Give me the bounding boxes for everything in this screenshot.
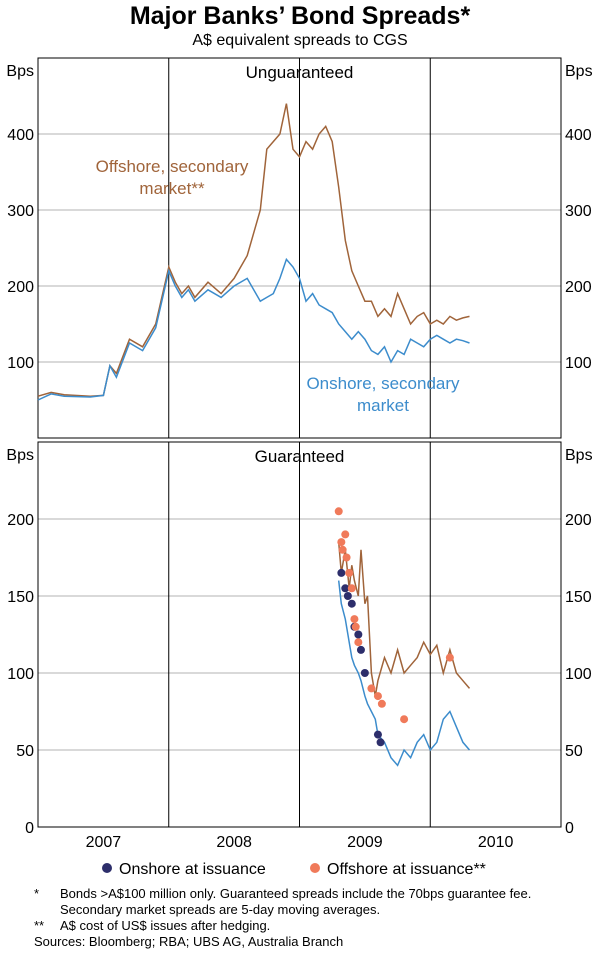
offshore-secondary-line-guaranteed bbox=[337, 542, 471, 697]
onshore-series-label: market bbox=[357, 396, 409, 415]
onshore-series-label: Onshore, secondary bbox=[306, 374, 460, 393]
guaranteed-ylabel-left: Bps bbox=[6, 447, 34, 464]
offshore-series-label: Offshore, secondary bbox=[96, 157, 249, 176]
guaranteed-frame bbox=[37, 441, 562, 828]
legend-onshore-dot bbox=[102, 863, 112, 873]
sources: Sources: Bloomberg; RBA; UBS AG, Austral… bbox=[34, 934, 344, 949]
unguaranteed-frame bbox=[37, 57, 562, 439]
legend-offshore-label: Offshore at issuance** bbox=[327, 861, 486, 878]
guaranteed-ylabel-right: Bps bbox=[565, 447, 593, 464]
onshore-issuance-dot bbox=[360, 669, 369, 677]
offshore-issuance-dot bbox=[338, 545, 347, 554]
x-tick-label: 2007 bbox=[86, 834, 122, 851]
guaranteed-ytick-right: 150 bbox=[565, 589, 592, 606]
unguaranteed-ytick-left: 100 bbox=[7, 355, 34, 372]
note-2-text: A$ cost of US$ issues after hedging. bbox=[60, 918, 271, 933]
chart-subtitle: A$ equivalent spreads to CGS bbox=[192, 32, 408, 49]
onshore-issuance-dot bbox=[341, 584, 350, 593]
unguaranteed-panel-title: Unguaranteed bbox=[246, 63, 354, 82]
legend-onshore-label: Onshore at issuance bbox=[119, 861, 266, 878]
offshore-issuance-dot bbox=[347, 584, 356, 593]
unguaranteed-ytick-right: 200 bbox=[565, 279, 592, 296]
note-2-mark: ** bbox=[34, 918, 45, 933]
offshore-issuance-dot bbox=[354, 638, 363, 647]
onshore-issuance-dot bbox=[356, 645, 365, 654]
offshore-issuance-dot bbox=[345, 568, 354, 577]
onshore-secondary-line-unguaranteed bbox=[37, 257, 470, 401]
unguaranteed-ytick-left: 400 bbox=[7, 127, 34, 144]
offshore-series-label: market** bbox=[139, 179, 205, 198]
notes: * Bonds >A$100 million only. Guaranteed … bbox=[34, 886, 580, 950]
onshore-issuance-dot bbox=[343, 592, 352, 600]
guaranteed-ytick-right: 100 bbox=[565, 666, 592, 683]
offshore-issuance-dot bbox=[334, 507, 343, 516]
guaranteed-ytick-left: 200 bbox=[7, 512, 34, 529]
guaranteed-ytick-left: 50 bbox=[16, 743, 34, 760]
offshore-issuance-dot bbox=[351, 622, 360, 631]
offshore-issuance-dot bbox=[350, 615, 359, 624]
guaranteed-panel-title: Guaranteed bbox=[255, 447, 345, 466]
guaranteed-ytick-left: 0 bbox=[25, 820, 34, 837]
note-1: * Bonds >A$100 million only. Guaranteed … bbox=[34, 886, 580, 918]
offshore-issuance-dot bbox=[337, 538, 346, 547]
offshore-issuance-dot bbox=[445, 653, 454, 662]
guaranteed-ytick-left: 150 bbox=[7, 589, 34, 606]
legend-offshore-dot bbox=[310, 863, 320, 873]
guaranteed-ytick-right: 50 bbox=[565, 743, 583, 760]
offshore-issuance-dot bbox=[341, 530, 350, 539]
unguaranteed-ytick-right: 400 bbox=[565, 127, 592, 144]
onshore-issuance-dot bbox=[376, 738, 385, 747]
unguaranteed-ytick-right: 100 bbox=[565, 355, 592, 372]
unguaranteed-ylabel-left: Bps bbox=[6, 63, 34, 80]
unguaranteed-ytick-left: 200 bbox=[7, 279, 34, 296]
unguaranteed-ylabel-right: Bps bbox=[565, 63, 593, 80]
unguaranteed-ytick-left: 300 bbox=[7, 203, 34, 220]
offshore-issuance-dot bbox=[377, 699, 386, 708]
x-tick-label: 2009 bbox=[347, 834, 383, 851]
guaranteed-ytick-right: 200 bbox=[565, 512, 592, 529]
onshore-issuance-dot bbox=[347, 599, 356, 608]
offshore-issuance-dot bbox=[342, 553, 351, 562]
chart-title: Major Banks’ Bond Spreads* bbox=[129, 2, 471, 30]
x-tick-label: 2010 bbox=[478, 834, 514, 851]
note-2: ** A$ cost of US$ issues after hedging. bbox=[34, 918, 580, 934]
onshore-issuance-dot bbox=[354, 630, 363, 639]
offshore-issuance-dot bbox=[373, 692, 382, 701]
note-1-text: Bonds >A$100 million only. Guaranteed sp… bbox=[60, 886, 532, 917]
note-1-mark: * bbox=[34, 886, 40, 901]
offshore-secondary-line-unguaranteed bbox=[37, 103, 470, 397]
unguaranteed-ytick-right: 300 bbox=[565, 203, 592, 220]
x-tick-label: 2008 bbox=[216, 834, 252, 851]
onshore-issuance-dot bbox=[373, 730, 382, 739]
onshore-issuance-dot bbox=[337, 568, 346, 577]
guaranteed-ytick-right: 0 bbox=[565, 820, 574, 837]
guaranteed-ytick-left: 100 bbox=[7, 666, 34, 683]
offshore-issuance-dot bbox=[367, 684, 376, 693]
offshore-issuance-dot bbox=[400, 715, 409, 724]
